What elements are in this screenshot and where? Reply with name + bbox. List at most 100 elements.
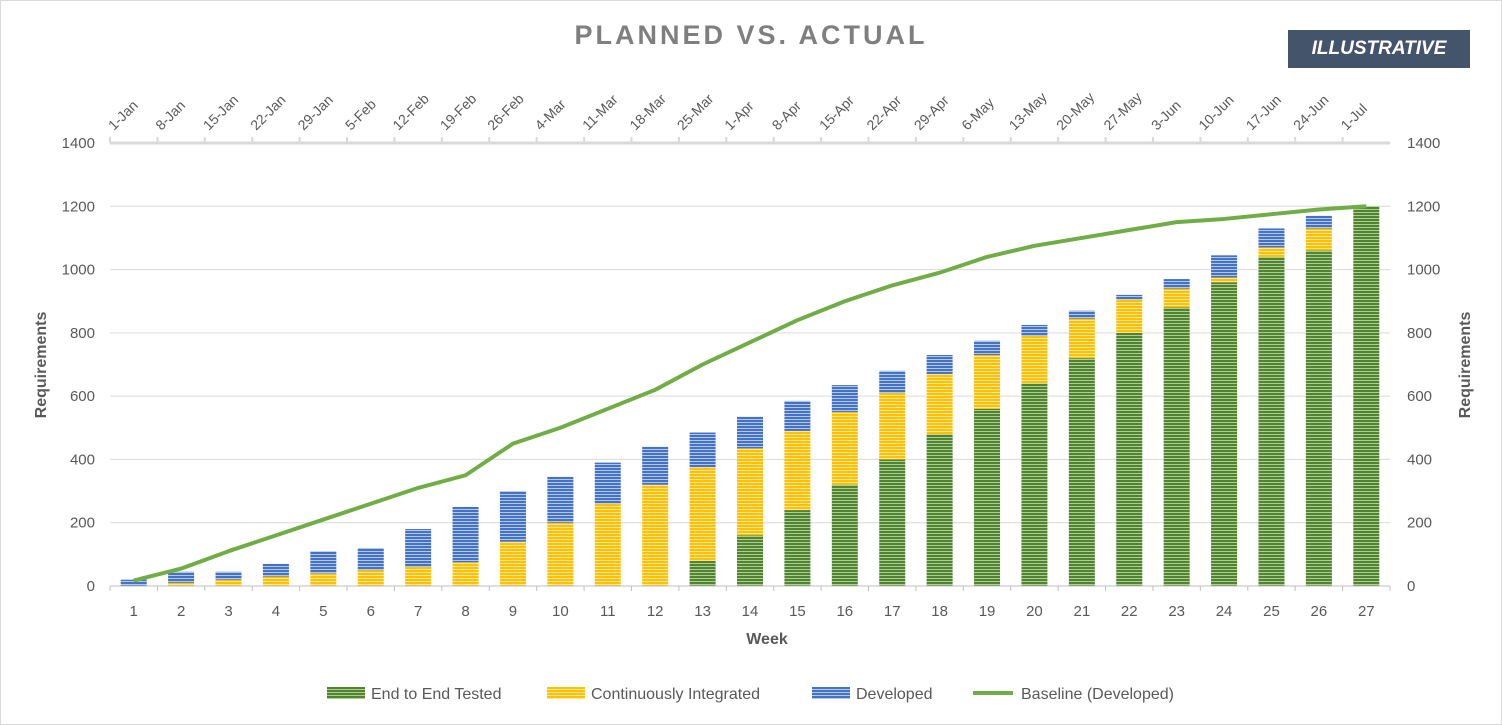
bar-developed bbox=[120, 579, 147, 586]
x-tick-label: 5 bbox=[319, 603, 327, 620]
bar-continuously-integrated bbox=[1258, 247, 1285, 257]
bar-end-to-end-tested bbox=[1163, 307, 1190, 586]
bar-developed bbox=[1258, 228, 1285, 248]
top-axis-label: 6-May bbox=[958, 94, 997, 133]
legend-label: Developed bbox=[856, 686, 933, 703]
bar-developed bbox=[642, 446, 669, 485]
x-tick-label: 16 bbox=[836, 603, 853, 620]
bar-end-to-end-tested bbox=[1116, 332, 1143, 586]
bar-developed bbox=[262, 563, 289, 577]
baseline-line bbox=[133, 204, 1367, 583]
y-tick-label-left: 200 bbox=[70, 515, 95, 532]
bar-continuously-integrated bbox=[499, 541, 526, 586]
bar-end-to-end-tested bbox=[831, 484, 858, 586]
bar-developed bbox=[974, 340, 1001, 356]
y-tick-label-left: 1000 bbox=[62, 262, 95, 279]
bar-continuously-integrated bbox=[642, 484, 669, 586]
chart-title: PLANNED VS. ACTUAL bbox=[574, 20, 928, 50]
bar-continuously-integrated bbox=[1116, 299, 1143, 333]
bars bbox=[120, 206, 1380, 587]
top-axis-label: 13-May bbox=[1006, 89, 1050, 133]
top-axis-label: 10-Jun bbox=[1195, 92, 1237, 134]
bar-continuously-integrated bbox=[452, 562, 479, 586]
bar-continuously-integrated bbox=[1163, 288, 1190, 308]
bar-continuously-integrated bbox=[926, 373, 953, 435]
legend-swatch bbox=[812, 687, 850, 699]
bar-developed bbox=[168, 571, 195, 583]
bar-continuously-integrated bbox=[547, 522, 574, 586]
legend: End to End Tested Continuously Integrated… bbox=[327, 686, 1174, 703]
x-tick-label: 24 bbox=[1216, 603, 1233, 620]
y-tick-label-left: 1200 bbox=[62, 198, 95, 215]
top-axis-label: 25-Mar bbox=[674, 90, 717, 133]
bar-developed bbox=[1305, 215, 1332, 229]
x-tick-label: 17 bbox=[884, 603, 901, 620]
top-axis-label: 20-May bbox=[1053, 89, 1097, 133]
bar-continuously-integrated bbox=[357, 570, 384, 586]
y-tick-label-left: 0 bbox=[87, 578, 95, 595]
top-axis-label: 11-Mar bbox=[579, 91, 621, 133]
y-tick-label-right: 400 bbox=[1407, 451, 1432, 468]
top-axis-label: 17-Jun bbox=[1243, 92, 1285, 134]
bar-developed bbox=[1021, 324, 1048, 337]
legend-swatch bbox=[547, 687, 585, 699]
bar-continuously-integrated bbox=[831, 411, 858, 485]
bar-end-to-end-tested bbox=[974, 408, 1001, 586]
x-tick-label: 9 bbox=[509, 603, 517, 620]
y-tick-label-left: 1400 bbox=[62, 135, 95, 152]
top-axis-label: 1-Jul bbox=[1337, 100, 1370, 133]
y-tick-label-right: 200 bbox=[1407, 515, 1432, 532]
top-axis-label: 18-Mar bbox=[626, 90, 669, 133]
top-axis-label: 29-Jan bbox=[294, 92, 336, 134]
legend-swatch bbox=[327, 687, 365, 699]
top-axis-label: 27-May bbox=[1100, 89, 1144, 133]
bar-developed bbox=[737, 416, 763, 449]
top-axis-label: 1-Apr bbox=[721, 97, 757, 133]
x-tick-label: 27 bbox=[1358, 603, 1375, 620]
bar-end-to-end-tested bbox=[1021, 383, 1048, 586]
bar-end-to-end-tested bbox=[1305, 250, 1332, 587]
x-tick-label: 18 bbox=[931, 603, 948, 620]
y-tick-label-left: 600 bbox=[70, 388, 95, 405]
legend-label: End to End Tested bbox=[371, 686, 501, 703]
top-axis-label: 15-Jan bbox=[200, 92, 242, 134]
y-tick-label-right: 800 bbox=[1407, 325, 1432, 342]
bar-developed bbox=[1068, 310, 1095, 319]
top-axis-label: 15-Apr bbox=[816, 92, 857, 133]
x-tick-label: 25 bbox=[1263, 603, 1280, 620]
bar-developed bbox=[215, 571, 242, 580]
legend-label: Baseline (Developed) bbox=[1021, 686, 1174, 703]
x-tick-label: 2 bbox=[177, 603, 185, 620]
x-tick-label: 3 bbox=[224, 603, 232, 620]
x-tick-label: 4 bbox=[272, 603, 280, 620]
y-axis-title-left: Requirements bbox=[33, 312, 50, 419]
x-tick-label: 23 bbox=[1168, 603, 1185, 620]
top-axis-label: 22-Apr bbox=[863, 92, 904, 133]
bar-end-to-end-tested bbox=[689, 560, 716, 586]
bar-developed bbox=[1163, 279, 1190, 289]
y-tick-label-right: 0 bbox=[1407, 578, 1415, 595]
bar-continuously-integrated bbox=[1068, 318, 1095, 359]
bar-developed bbox=[499, 491, 526, 542]
x-tick-label: 1 bbox=[130, 603, 138, 620]
bar-end-to-end-tested bbox=[737, 535, 763, 586]
bar-end-to-end-tested bbox=[1258, 256, 1285, 586]
bar-continuously-integrated bbox=[1211, 277, 1238, 283]
x-tick-label: 26 bbox=[1311, 603, 1328, 620]
top-axis-label: 8-Apr bbox=[769, 97, 805, 133]
bar-continuously-integrated bbox=[310, 573, 337, 586]
bar-continuously-integrated bbox=[1021, 336, 1048, 384]
bar-end-to-end-tested bbox=[1353, 206, 1380, 587]
bar-developed bbox=[1116, 294, 1143, 300]
bar-end-to-end-tested bbox=[784, 510, 811, 586]
y-tick-label-right: 600 bbox=[1407, 388, 1432, 405]
top-axis-label: 4-Mar bbox=[531, 96, 568, 133]
y-axis-title-right: Requirements bbox=[1457, 312, 1474, 419]
bar-developed bbox=[405, 529, 432, 568]
bar-end-to-end-tested bbox=[1068, 358, 1095, 586]
bar-developed bbox=[784, 400, 811, 431]
bar-continuously-integrated bbox=[1305, 228, 1332, 251]
legend-label: Continuously Integrated bbox=[591, 686, 760, 703]
x-axis-title: Week bbox=[746, 631, 788, 648]
